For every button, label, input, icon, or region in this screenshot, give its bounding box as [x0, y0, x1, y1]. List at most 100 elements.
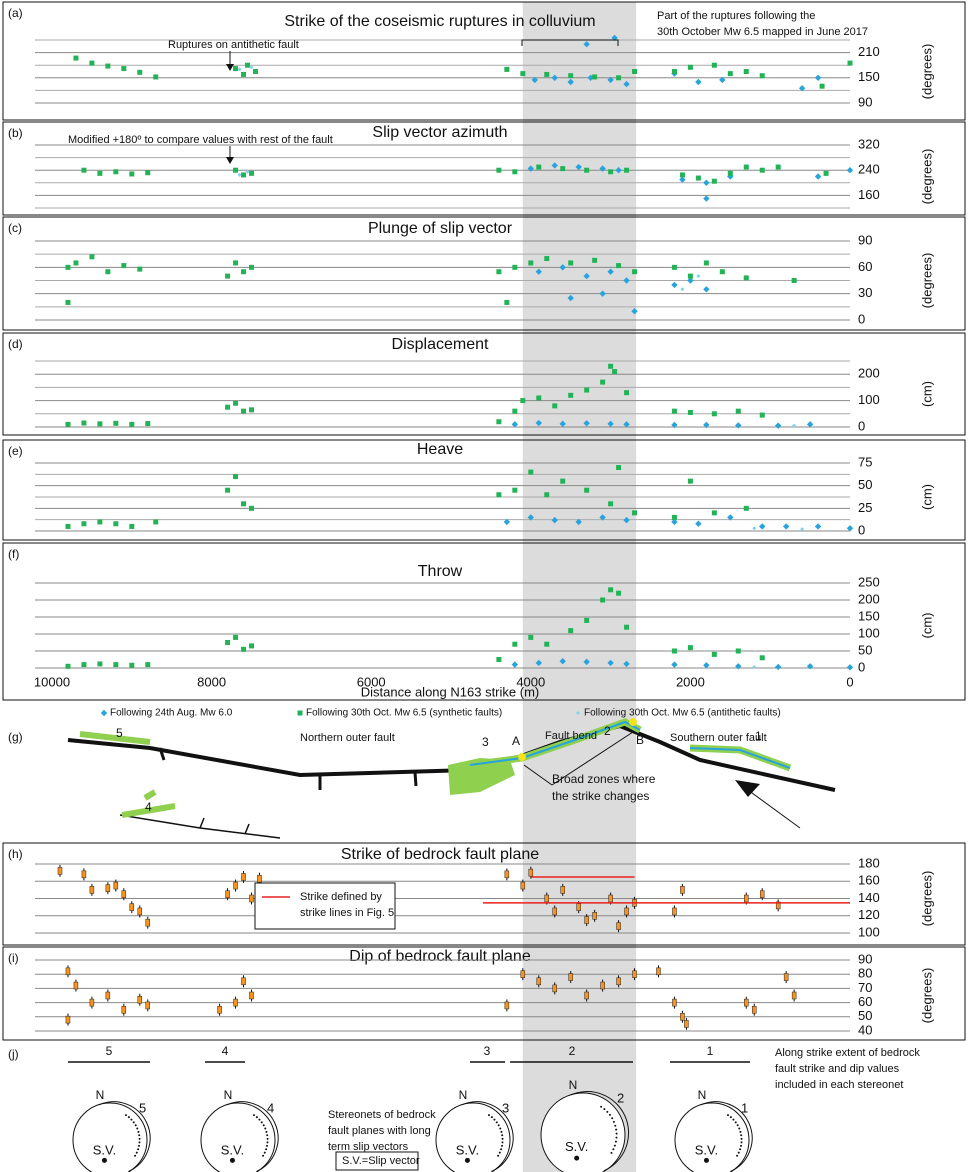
- stereonet: [72, 1102, 148, 1172]
- pole: [266, 1144, 269, 1147]
- point: [671, 661, 678, 668]
- y-tick-label: 140: [858, 890, 880, 905]
- stereonets: (j) 5 4 3 2 1 Along strike extent of bed…: [8, 1044, 920, 1171]
- pole: [138, 1137, 141, 1140]
- pole: [264, 1127, 267, 1130]
- rupture: [143, 789, 157, 801]
- point: [607, 268, 614, 275]
- point: [113, 662, 119, 668]
- extent-label: 1: [707, 1044, 714, 1058]
- point: [814, 173, 822, 180]
- point: [73, 55, 79, 61]
- pole: [615, 1136, 618, 1139]
- point: [65, 299, 71, 305]
- panel-frame: [2, 946, 966, 1041]
- point: [97, 661, 103, 667]
- pole: [132, 1121, 135, 1124]
- point: [89, 60, 95, 66]
- point: [759, 523, 766, 530]
- point: [752, 526, 757, 531]
- panel-label: (i): [8, 951, 19, 965]
- point: [233, 260, 239, 266]
- point: [656, 967, 661, 976]
- point: [671, 281, 678, 289]
- point: [775, 901, 781, 910]
- pole: [608, 1113, 611, 1116]
- sv-label: S.V.: [456, 1143, 479, 1158]
- point: [145, 170, 151, 176]
- point: [233, 400, 239, 406]
- point: [623, 421, 630, 428]
- note: the strike changes: [552, 789, 649, 803]
- point: [679, 172, 685, 178]
- segment-label: 3: [482, 735, 489, 749]
- point: [583, 658, 590, 666]
- pole: [124, 1114, 127, 1117]
- point: [65, 967, 71, 976]
- point: [624, 907, 629, 916]
- panel-frame: [2, 1, 966, 121]
- annotation: Part of the ruptures following the: [657, 10, 815, 22]
- point: [583, 272, 590, 280]
- pole: [138, 1144, 141, 1147]
- point: [528, 260, 534, 266]
- annotation: Modified +180º to compare values with re…: [68, 134, 333, 146]
- point: [623, 516, 630, 524]
- pole: [136, 1127, 139, 1130]
- point: [672, 998, 677, 1007]
- y-tick-label: 75: [858, 454, 872, 469]
- point: [559, 658, 566, 665]
- point: [616, 75, 622, 81]
- pole: [258, 1118, 261, 1121]
- point: [145, 918, 151, 927]
- point: [560, 886, 565, 894]
- point: [241, 269, 247, 275]
- point: [684, 1020, 689, 1028]
- point-label: B: [636, 733, 644, 747]
- point: [81, 870, 87, 879]
- point: [559, 420, 566, 428]
- point: [782, 523, 790, 530]
- pole: [500, 1130, 503, 1133]
- panel-label: (f): [8, 547, 19, 561]
- pole: [615, 1128, 618, 1131]
- point: [806, 421, 814, 428]
- point: [800, 527, 805, 532]
- tick: [199, 817, 205, 829]
- point: [814, 523, 822, 530]
- point: [616, 922, 621, 930]
- panel-label: (b): [8, 126, 23, 140]
- point: [257, 874, 262, 883]
- point: [559, 264, 566, 271]
- pole: [606, 1110, 609, 1113]
- point: [575, 518, 582, 526]
- pole: [726, 1114, 729, 1117]
- stereonet: [674, 1102, 750, 1172]
- pole: [137, 1148, 140, 1151]
- pole: [729, 1116, 732, 1119]
- point: [81, 662, 87, 668]
- point: [241, 977, 246, 986]
- point: [544, 894, 550, 903]
- sv-label: S.V.: [695, 1143, 718, 1158]
- point: [105, 884, 111, 892]
- slip-vector: [464, 1157, 470, 1163]
- pole: [497, 1124, 500, 1127]
- rupture: [79, 731, 151, 745]
- point: [774, 422, 782, 429]
- point: [145, 421, 151, 427]
- rupture: [469, 720, 641, 766]
- legend-marker: [100, 709, 108, 717]
- point: [249, 505, 254, 511]
- map: (g) Northern outer fault Fault bend Sout…: [8, 718, 836, 839]
- point: [225, 487, 231, 493]
- point: [225, 890, 230, 898]
- point: [759, 412, 765, 418]
- point: [121, 890, 127, 898]
- point-marker: [518, 753, 526, 761]
- point: [520, 71, 526, 77]
- point: [791, 278, 797, 283]
- point: [97, 170, 103, 176]
- point: [752, 664, 757, 669]
- segment-label: 5: [116, 726, 123, 740]
